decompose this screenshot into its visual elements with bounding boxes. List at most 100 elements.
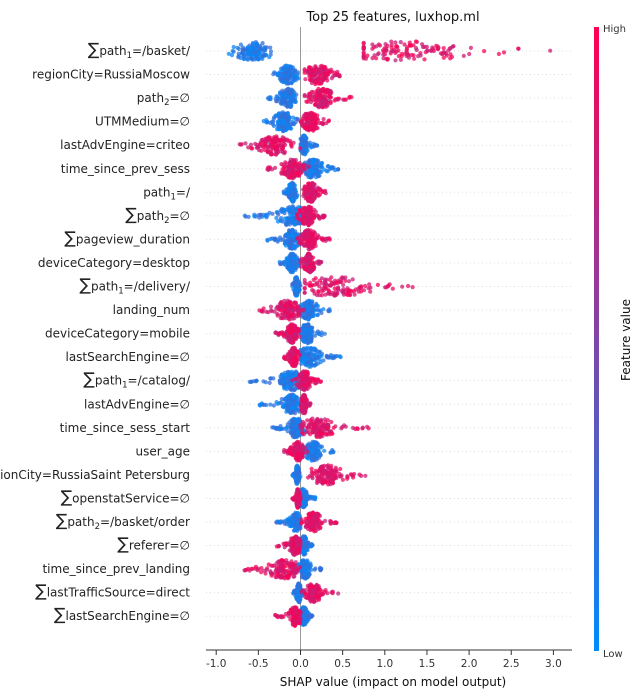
shap-point [398,40,403,45]
shap-point [303,405,308,410]
shap-point [290,72,295,78]
shap-point [271,123,276,128]
shap-point [315,113,320,118]
shap-point [275,99,280,104]
shap-point [275,71,280,76]
shap-point [316,234,321,240]
shap-point [309,237,314,242]
shap-point [305,456,311,461]
shap-point [298,146,303,151]
shap-point [286,448,291,453]
shap-point [279,308,284,313]
shap-point [330,431,335,436]
shap-point [301,236,306,242]
feature-row-points [257,298,332,322]
shap-point [390,49,395,54]
shap-point [307,94,312,99]
shap-point [329,419,334,425]
shap-point [266,135,271,140]
shap-point [267,210,272,215]
shap-point [331,425,336,430]
shap-point [291,282,296,287]
shap-point [312,196,317,201]
shap-point [318,465,323,471]
shap-point [319,97,324,102]
shap-point [435,44,440,49]
shap-point [337,74,342,79]
shap-point [289,208,294,213]
shap-point [292,345,297,350]
feature-row-points [290,275,415,298]
shap-point [321,117,326,122]
shap-point [290,308,295,313]
shap-point [273,330,278,335]
shap-point [314,422,319,427]
shap-point [346,279,352,284]
shap-point [287,122,292,128]
shap-point [323,286,328,291]
shap-point [268,304,274,309]
shap-point [291,76,296,81]
shap-point [274,425,279,430]
shap-point [300,430,305,435]
shap-point [323,188,328,193]
shap-point [341,292,346,297]
shap-point [281,126,286,131]
shap-point [293,411,298,416]
shap-point [315,313,320,318]
shap-point [282,122,287,127]
shap-point [308,255,313,260]
shap-point [363,283,368,289]
shap-point [319,353,324,359]
shap-point [306,164,311,169]
shap-point [294,307,299,313]
shap-point [316,81,321,86]
shap-point [267,380,272,385]
shap-point [243,141,248,146]
shap-point [262,45,267,50]
shap-point [329,275,334,280]
shap-point [350,277,355,282]
shap-point [306,335,311,340]
shap-point [250,146,255,151]
shap-point [294,288,299,293]
shap-point [316,214,321,219]
shap-point [307,65,312,70]
shap-point [361,50,366,55]
shap-point [301,150,306,155]
shap-point [310,169,315,174]
shap-point [325,418,330,423]
shap-point [321,422,326,427]
shap-point [302,163,307,168]
shap-point [283,379,288,384]
shap-point [285,265,290,270]
shap-point [303,384,309,389]
shap-point [291,325,296,330]
shap-point [289,349,294,354]
shap-point [289,213,294,218]
feature-row-points [242,204,327,228]
shap-point [292,172,298,177]
shap-point [261,53,266,58]
shap-point [286,402,291,407]
shap-point [299,170,304,175]
shap-point [286,379,291,384]
shap-point [284,356,289,362]
shap-point [271,403,276,408]
shap-point [313,209,318,214]
shap-point [272,136,277,141]
shap-point [311,265,316,270]
shap-point [312,458,317,463]
shap-point [258,43,263,48]
shap-point [381,56,386,61]
shap-point [281,237,286,242]
shap-point [314,480,320,486]
shap-point [308,126,314,131]
shap-point [314,449,319,454]
shap-point [296,70,301,75]
shap-point [418,53,423,58]
shap-point [302,266,307,271]
shap-point [306,475,311,480]
shap-point [305,353,310,358]
